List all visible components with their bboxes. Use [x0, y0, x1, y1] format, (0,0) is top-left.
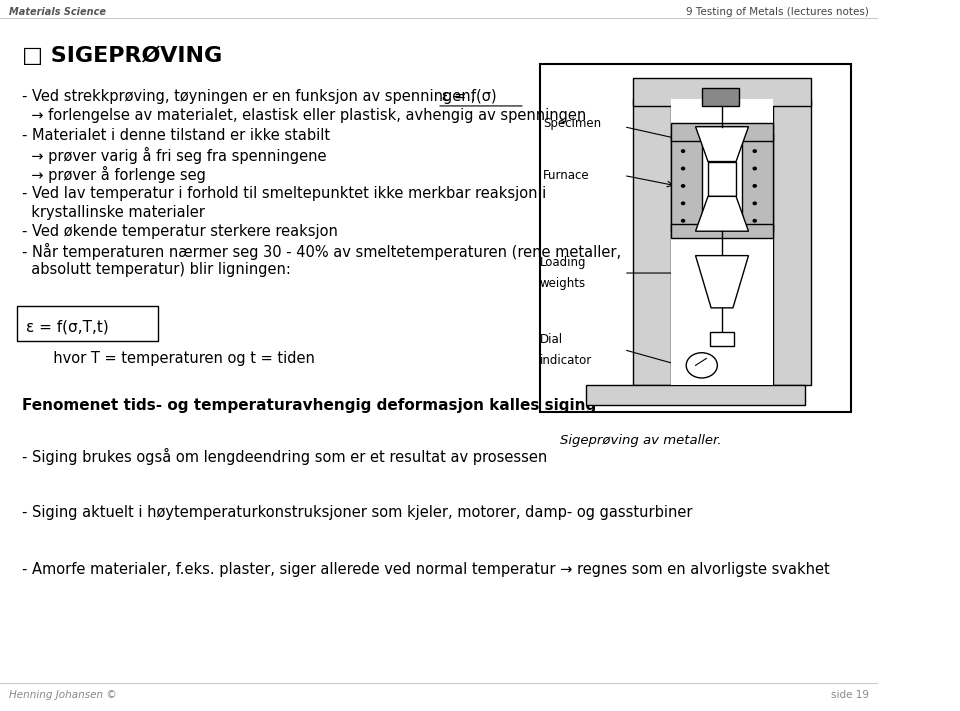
Polygon shape: [696, 256, 749, 308]
Circle shape: [682, 150, 684, 152]
Bar: [708, 161, 736, 196]
Bar: [702, 88, 739, 106]
Text: Fenomenet tids- og temperaturavhengig deformasjon kalles siging: Fenomenet tids- og temperaturavhengig de…: [22, 398, 596, 413]
Text: Henning Johansen ©: Henning Johansen ©: [9, 690, 116, 700]
FancyBboxPatch shape: [16, 306, 158, 341]
Circle shape: [682, 220, 684, 222]
Circle shape: [754, 220, 756, 222]
Text: - Ved lav temperatur i forhold til smeltepunktet ikke merkbar reaksjon i: - Ved lav temperatur i forhold til smelt…: [22, 186, 546, 201]
Text: - Ved økende temperatur sterkere reaksjon: - Ved økende temperatur sterkere reaksjo…: [22, 224, 338, 239]
Bar: [671, 134, 702, 231]
Text: weights: weights: [540, 277, 586, 290]
Bar: [671, 99, 774, 385]
Text: absolutt temperatur) blir ligningen:: absolutt temperatur) blir ligningen:: [22, 262, 291, 277]
Bar: [671, 224, 774, 238]
Bar: [540, 64, 852, 412]
Bar: [742, 134, 774, 231]
Circle shape: [754, 185, 756, 187]
Text: indicator: indicator: [540, 353, 592, 367]
Text: Sigeprøving av metaller.: Sigeprøving av metaller.: [560, 434, 721, 447]
Text: → forlengelse av materialet, elastisk eller plastisk, avhengig av spenningen: → forlengelse av materialet, elastisk el…: [22, 108, 587, 123]
Text: Specimen: Specimen: [542, 117, 601, 129]
Text: - Siging aktuelt i høytemperaturkonstruksjoner som kjeler, motorer, damp- og gas: - Siging aktuelt i høytemperaturkonstruk…: [22, 505, 692, 520]
Text: Materials Science: Materials Science: [9, 7, 106, 17]
Polygon shape: [696, 196, 749, 231]
Text: - Når temperaturen nærmer seg 30 - 40% av smeltetemperaturen (rene metaller,: - Når temperaturen nærmer seg 30 - 40% a…: [22, 243, 621, 260]
Text: → prøver varig å fri seg fra spenningene: → prøver varig å fri seg fra spenningene: [22, 147, 326, 164]
Text: Furnace: Furnace: [542, 169, 589, 182]
Text: ε = f(σ,T,t): ε = f(σ,T,t): [26, 319, 109, 334]
Bar: [671, 123, 774, 141]
Bar: [634, 78, 811, 106]
Text: hvor T = temperaturen og t = tiden: hvor T = temperaturen og t = tiden: [44, 351, 315, 366]
Polygon shape: [696, 127, 749, 161]
Text: - Amorfe materialer, f.eks. plaster, siger allerede ved normal temperatur → regn: - Amorfe materialer, f.eks. plaster, sig…: [22, 562, 829, 577]
Bar: [709, 332, 734, 346]
Circle shape: [682, 167, 684, 170]
Text: - Siging brukes også om lengdeendring som er et resultat av prosessen: - Siging brukes også om lengdeendring so…: [22, 448, 547, 465]
Bar: [634, 99, 671, 385]
Circle shape: [686, 353, 717, 378]
Circle shape: [754, 150, 756, 152]
Text: Loading: Loading: [540, 256, 587, 269]
Text: side 19: side 19: [830, 690, 869, 700]
Circle shape: [754, 202, 756, 205]
Text: → prøver å forlenge seg: → prøver å forlenge seg: [22, 166, 205, 183]
Circle shape: [682, 185, 684, 187]
Text: ε = f(σ): ε = f(σ): [437, 89, 496, 104]
Text: - Materialet i denne tilstand er ikke stabilt: - Materialet i denne tilstand er ikke st…: [22, 128, 330, 143]
Text: Dial: Dial: [540, 333, 563, 346]
Bar: [587, 385, 804, 405]
Text: 9 Testing of Metals (lectures notes): 9 Testing of Metals (lectures notes): [686, 7, 869, 17]
Text: krystallinske materialer: krystallinske materialer: [22, 205, 204, 220]
Circle shape: [754, 167, 756, 170]
Circle shape: [682, 202, 684, 205]
Text: □ SIGEPRØVING: □ SIGEPRØVING: [22, 46, 222, 66]
Bar: [774, 99, 811, 385]
Text: - Ved strekkprøving, tøyningen er en funksjon av spenningen,: - Ved strekkprøving, tøyningen er en fun…: [22, 89, 475, 104]
